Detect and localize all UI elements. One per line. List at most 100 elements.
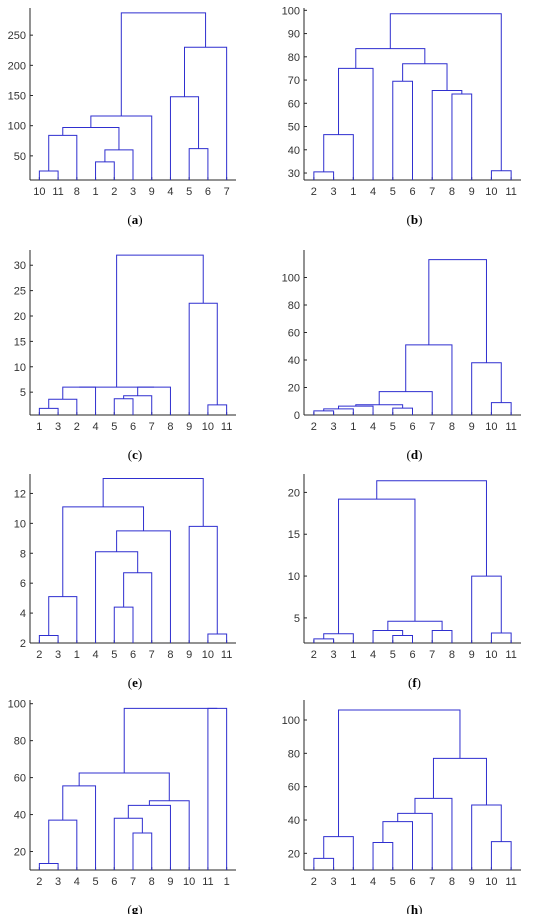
x-tick-label: 6 xyxy=(130,421,136,433)
dendrogram-link xyxy=(148,800,190,870)
x-tick-label: 10 xyxy=(33,186,45,198)
y-tick-label: 100 xyxy=(282,273,300,285)
x-tick-label: 5 xyxy=(111,421,117,433)
dendrogram-link xyxy=(338,498,416,634)
y-tick-label: 50 xyxy=(14,151,26,163)
x-tick-label: 7 xyxy=(130,876,136,888)
y-tick-label: 100 xyxy=(282,715,300,727)
dendrogram-link xyxy=(188,148,209,180)
dendrogram-link xyxy=(169,96,200,180)
x-tick-label: 9 xyxy=(186,421,192,433)
y-tick-label: 80 xyxy=(14,736,26,748)
x-tick-label: 2 xyxy=(311,421,317,433)
dendrogram-link xyxy=(338,67,374,180)
y-tick-label: 40 xyxy=(288,145,300,157)
dendrogram-link xyxy=(95,161,115,180)
x-tick-label: 3 xyxy=(55,649,61,661)
x-tick-label: 5 xyxy=(92,876,98,888)
dendrogram-link xyxy=(188,302,218,415)
y-tick-label: 20 xyxy=(14,311,26,323)
y-tick-label: 150 xyxy=(8,91,26,103)
dendrogram-link xyxy=(372,842,394,870)
dendrogram-link xyxy=(104,149,134,180)
x-tick-label: 3 xyxy=(130,186,136,198)
x-tick-label: 2 xyxy=(311,649,317,661)
y-tick-label: 10 xyxy=(14,362,26,374)
dendrogram-link xyxy=(372,629,404,643)
dendrogram-panel-c: 5 10 15 20 25 30 1 3 2 4 5 6 7 8 9 10 11 (c) xyxy=(14,250,236,462)
dendrogram-link xyxy=(120,12,207,117)
dendrogram-link xyxy=(38,407,59,415)
x-tick-label: 2 xyxy=(311,876,317,888)
y-tick-label: 100 xyxy=(8,699,26,711)
y-tick-label: 30 xyxy=(288,168,300,180)
y-tick-label: 100 xyxy=(8,121,26,133)
dendrogram-link xyxy=(48,134,78,180)
panel-caption: (c) xyxy=(128,447,142,462)
dendrogram-link xyxy=(490,841,512,870)
x-tick-label: 9 xyxy=(167,876,173,888)
dendrogram-link xyxy=(490,632,512,643)
x-tick-label: 10 xyxy=(485,876,497,888)
x-tick-label: 9 xyxy=(186,649,192,661)
x-tick-label: 3 xyxy=(55,421,61,433)
x-tick-label: 9 xyxy=(149,186,155,198)
dendrogram-link xyxy=(323,134,354,180)
x-tick-label: 6 xyxy=(409,876,415,888)
panel-caption: (e) xyxy=(128,675,142,690)
x-tick-label: 5 xyxy=(111,649,117,661)
x-tick-label: 7 xyxy=(149,649,155,661)
dendrogram-link xyxy=(392,80,413,180)
y-tick-label: 50 xyxy=(288,122,300,134)
x-tick-label: 5 xyxy=(390,186,396,198)
x-tick-label: 5 xyxy=(390,876,396,888)
y-tick-label: 25 xyxy=(14,286,26,298)
y-tick-label: 5 xyxy=(20,387,26,399)
x-tick-label: 8 xyxy=(167,649,173,661)
y-tick-label: 20 xyxy=(288,383,300,395)
dendrogram-link xyxy=(116,254,204,388)
dendrogram-link xyxy=(389,13,502,171)
dendrogram-link xyxy=(338,709,461,837)
x-tick-label: 2 xyxy=(311,186,317,198)
dendrogram-link xyxy=(48,596,78,643)
y-tick-label: 80 xyxy=(288,300,300,312)
dendrogram-panel-f: 5 10 15 20 2 3 1 4 5 6 7 8 9 10 11 (f) xyxy=(288,474,521,690)
x-tick-label: 9 xyxy=(469,186,475,198)
y-tick-label: 60 xyxy=(288,98,300,110)
x-tick-label: 5 xyxy=(186,186,192,198)
dendrogram-link xyxy=(184,46,228,180)
dendrogram-link xyxy=(123,572,153,643)
x-tick-label: 10 xyxy=(485,186,497,198)
x-tick-label: 1 xyxy=(350,649,356,661)
y-tick-label: 40 xyxy=(288,815,300,827)
panel-caption: (f) xyxy=(408,675,421,690)
y-tick-label: 60 xyxy=(288,782,300,794)
x-tick-label: 2 xyxy=(36,876,42,888)
dendrogram-link xyxy=(38,863,59,870)
dendrogram-link xyxy=(402,63,448,91)
x-tick-label: 7 xyxy=(429,186,435,198)
x-tick-label: 8 xyxy=(149,876,155,888)
x-tick-label: 11 xyxy=(52,186,63,198)
dendrogram-link xyxy=(62,126,120,150)
dendrogram-link xyxy=(414,797,453,870)
y-tick-label: 60 xyxy=(14,773,26,785)
x-tick-label: 9 xyxy=(469,876,475,888)
x-tick-label: 2 xyxy=(36,649,42,661)
dendrogram-link xyxy=(313,857,335,870)
y-tick-label: 70 xyxy=(288,75,300,87)
y-tick-label: 12 xyxy=(14,488,26,500)
panel-caption: (a) xyxy=(127,212,142,227)
dendrogram-link xyxy=(428,259,487,363)
x-tick-label: 7 xyxy=(429,649,435,661)
x-tick-label: 7 xyxy=(429,421,435,433)
dendrogram-panel-d: 0 20 40 60 80 100 2 3 1 4 5 6 7 8 9 10 11 (d) xyxy=(282,250,521,462)
x-tick-label: 1 xyxy=(74,649,80,661)
y-tick-label: 15 xyxy=(14,336,26,348)
x-tick-label: 10 xyxy=(485,421,497,433)
y-tick-label: 20 xyxy=(288,848,300,860)
x-tick-label: 5 xyxy=(390,421,396,433)
dendrogram-link xyxy=(490,402,512,415)
